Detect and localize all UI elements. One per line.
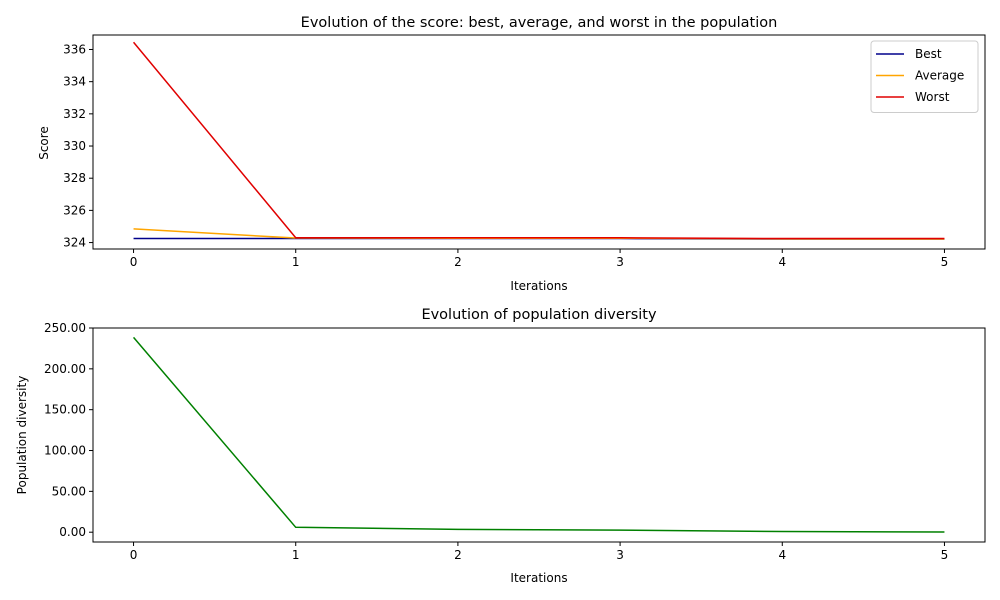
y-tick-label: 328 <box>63 171 86 185</box>
legend-label-average: Average <box>915 69 964 83</box>
diversity-chart-xlabel: Iterations <box>510 571 567 585</box>
x-tick-label: 4 <box>778 255 786 269</box>
x-tick-label: 3 <box>616 255 624 269</box>
y-tick-label: 324 <box>63 236 86 250</box>
legend-box <box>870 40 979 113</box>
x-tick-label: 0 <box>130 548 138 562</box>
y-tick-label: 336 <box>63 42 86 56</box>
series-line-diversity <box>132 336 945 533</box>
y-tick-label: 334 <box>63 75 86 89</box>
x-tick-label: 2 <box>454 548 462 562</box>
x-tick-label: 5 <box>941 548 949 562</box>
y-tick-label: 50.00 <box>52 484 86 498</box>
series-line-worst <box>132 41 945 240</box>
y-tick-label: 326 <box>63 203 86 217</box>
score-chart-series <box>132 41 945 240</box>
y-tick-label: 250.00 <box>44 321 86 335</box>
y-tick-label: 200.00 <box>44 362 86 376</box>
x-tick-label: 2 <box>454 255 462 269</box>
x-tick-label: 1 <box>292 548 300 562</box>
x-tick-label: 4 <box>778 548 786 562</box>
diversity-chart-title: Evolution of population diversity <box>421 307 657 323</box>
y-tick-label: 0.00 <box>59 525 86 539</box>
legend-label-worst: Worst <box>915 90 950 104</box>
diversity-chart-frame <box>92 327 986 543</box>
score-chart-ticks: 0 1 2 3 4 5 324 326 328 330 332 334 336 <box>63 42 948 269</box>
y-tick-label: 330 <box>63 139 86 153</box>
diversity-chart-series <box>132 336 945 533</box>
score-chart-frame <box>92 34 986 250</box>
y-tick-label: 150.00 <box>44 403 86 417</box>
y-tick-label: 332 <box>63 107 86 121</box>
x-tick-label: 5 <box>941 255 949 269</box>
score-chart-ylabel: Score <box>37 126 51 160</box>
y-tick-label: 100.00 <box>44 444 86 458</box>
score-chart-legend: Best Average Worst <box>870 40 979 113</box>
legend-label-best: Best <box>915 47 942 61</box>
diversity-chart-ylabel: Population diversity <box>15 376 29 495</box>
score-chart-title: Evolution of the score: best, average, a… <box>301 15 778 31</box>
x-tick-label: 1 <box>292 255 300 269</box>
x-tick-label: 3 <box>616 548 624 562</box>
diversity-chart: Evolution of population diversity Iterat… <box>15 307 986 585</box>
x-tick-label: 0 <box>130 255 138 269</box>
score-chart: Evolution of the score: best, average, a… <box>37 15 986 293</box>
score-chart-xlabel: Iterations <box>510 279 567 293</box>
